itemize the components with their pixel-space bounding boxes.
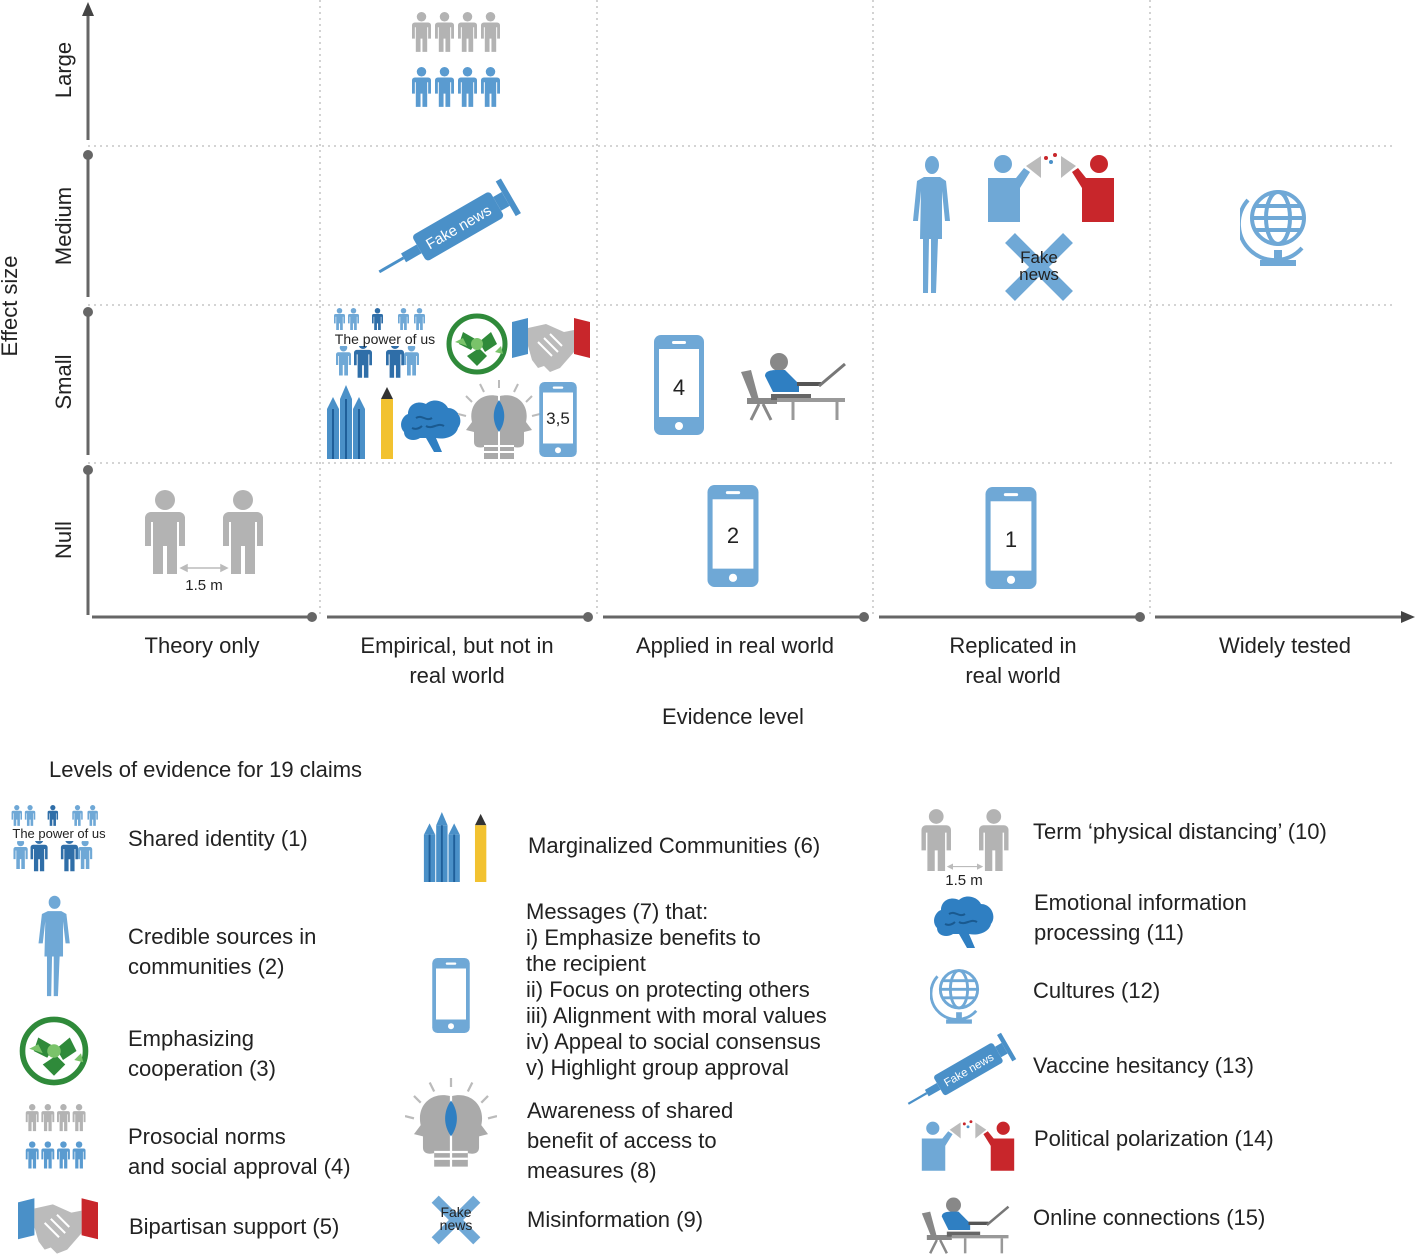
legend-credible-sources-icon (38, 895, 70, 997)
legend-item-8: Awareness of shared benefit of access to… (527, 1098, 734, 1183)
brain-icon (401, 400, 461, 452)
globe-icon (1240, 190, 1306, 266)
online-connections-icon (741, 353, 846, 421)
legend-item-10: Term ‘physical distancing’ (10) (1033, 819, 1327, 844)
legend-item-12: Cultures (12) (1033, 978, 1161, 1003)
y-level-null: Null (51, 521, 76, 559)
legend-item-1: Shared identity (1) (128, 826, 308, 851)
legend-handshake-icon (18, 1198, 98, 1254)
legend-pencils-icon (423, 812, 487, 882)
x-level-replicated: Replicated in real world (949, 633, 1077, 688)
y-axis-arrow (82, 2, 94, 16)
legend-shared-benefit-icon (405, 1078, 497, 1167)
legend-syringe-icon: Fake news (907, 1032, 1017, 1105)
legend-item-15: Online connections (15) (1033, 1205, 1266, 1230)
legend-physical-distancing-icon (921, 809, 1009, 872)
legend-polarization-icon (921, 1120, 1015, 1171)
shared-identity-icon (328, 308, 440, 378)
y-level-medium: Medium (51, 186, 76, 266)
legend-misinformation-icon (431, 1195, 481, 1245)
evidence-grid (82, 0, 1415, 623)
misinformation-icon (1005, 233, 1073, 301)
legend-item-14: Political polarization (14) (1034, 1126, 1274, 1151)
legend-item-2: Credible sources in communities (2) (128, 924, 317, 979)
legend-item-9: Misinformation (9) (527, 1207, 704, 1232)
credible-sources-icon (913, 156, 950, 293)
x-axis-arrow (1401, 611, 1415, 623)
syringe-icon: Fake news (378, 178, 521, 274)
x-level-applied: Applied in real world (635, 633, 835, 658)
legend-item-11: Emotional information processing (11) (1034, 890, 1247, 945)
y-level-small: Small (51, 354, 76, 410)
legend-item-5: Bipartisan support (5) (129, 1214, 340, 1239)
pencils-icon (327, 385, 393, 459)
legend-cooperation-icon (19, 1016, 89, 1086)
phone-replicated-null-label: 1 (1004, 527, 1018, 552)
legend-misinformation-sublabel: Fake news (439, 1204, 473, 1233)
phone-applied-null-label: 2 (726, 523, 740, 548)
vertical-gridlines (319, 0, 1151, 615)
phone-applied-small-label: 4 (672, 375, 686, 400)
legend-shared-identity-sublabel: The power of us (12, 826, 106, 841)
phone-small-label: 3,5 (546, 409, 570, 428)
legend-prosocial-norms-icon (25, 1104, 86, 1169)
y-axis-title: Effect size (0, 255, 22, 357)
distance-label: 1.5 m (185, 577, 223, 594)
cooperation-icon (446, 313, 508, 375)
legend-shared-identity-icon (5, 805, 113, 872)
x-axis-dots (307, 612, 1145, 622)
polarization-icon (988, 153, 1114, 222)
shared-identity-label: The power of us (334, 331, 436, 347)
legend-item-4: Prosocial norms and social approval (4) (128, 1124, 351, 1179)
legend-globe-icon (930, 969, 980, 1024)
legend-item-6: Marginalized Communities (6) (528, 833, 821, 858)
physical-distancing-icon (145, 490, 263, 574)
handshake-icon (512, 318, 590, 372)
y-level-large: Large (51, 41, 76, 99)
x-axis-title: Evidence level (662, 704, 804, 729)
y-axis-dots (83, 150, 93, 475)
x-level-theory: Theory only (144, 633, 260, 658)
shared-benefit-icon (458, 380, 540, 459)
legend-brain-icon (934, 896, 994, 948)
legend-distance-sublabel: 1.5 m (945, 872, 983, 889)
legend-title: Levels of evidence for 19 claims (49, 757, 363, 782)
legend-item-13: Vaccine hesitancy (13) (1033, 1053, 1254, 1078)
misinformation-label: Fake news (1019, 248, 1059, 284)
legend-online-connections-icon (921, 1197, 1010, 1254)
prosocial-norms-icon (412, 12, 500, 107)
x-level-empirical: Empirical, but not in real world (360, 633, 554, 688)
legend-item-7: Messages (7) that: i) Emphasize benefits… (526, 899, 827, 1080)
horizontal-gridlines (88, 145, 1395, 464)
x-level-widely-tested: Widely tested (1218, 633, 1352, 658)
legend-item-3: Emphasizing cooperation (3) (128, 1026, 276, 1081)
legend-phone-icon (432, 958, 470, 1033)
